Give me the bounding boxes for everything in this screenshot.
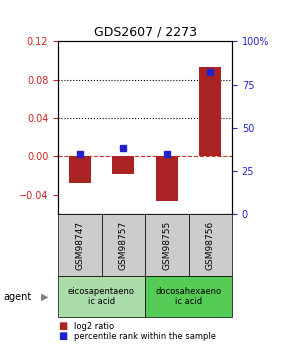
- Text: GSM98755: GSM98755: [162, 220, 171, 269]
- FancyBboxPatch shape: [58, 214, 102, 276]
- Text: log2 ratio: log2 ratio: [74, 322, 114, 331]
- Title: GDS2607 / 2273: GDS2607 / 2273: [93, 26, 197, 39]
- Bar: [156, 156, 177, 201]
- Text: GSM98757: GSM98757: [119, 220, 128, 269]
- Text: GSM98747: GSM98747: [75, 220, 84, 269]
- FancyBboxPatch shape: [145, 214, 188, 276]
- FancyBboxPatch shape: [58, 276, 145, 317]
- FancyBboxPatch shape: [145, 276, 232, 317]
- FancyBboxPatch shape: [188, 214, 232, 276]
- Text: ■: ■: [58, 321, 67, 331]
- Text: eicosapentaeno
ic acid: eicosapentaeno ic acid: [68, 287, 135, 306]
- Text: percentile rank within the sample: percentile rank within the sample: [74, 332, 216, 341]
- Text: agent: agent: [3, 292, 31, 302]
- Bar: [69, 156, 90, 183]
- Text: docosahexaeno
ic acid: docosahexaeno ic acid: [155, 287, 222, 306]
- FancyBboxPatch shape: [102, 214, 145, 276]
- Text: ■: ■: [58, 332, 67, 341]
- Bar: [113, 156, 134, 174]
- Text: ▶: ▶: [41, 292, 49, 302]
- Text: GSM98756: GSM98756: [206, 220, 215, 269]
- Bar: [200, 67, 221, 156]
